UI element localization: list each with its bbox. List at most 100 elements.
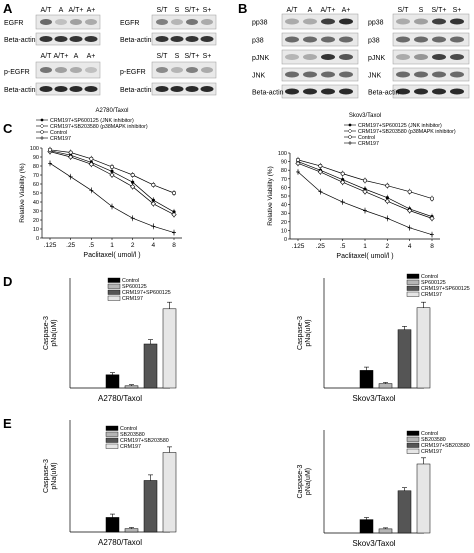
data-point [89, 188, 94, 193]
blot-band [303, 71, 317, 78]
legend-label: CRM197+SP600125 [421, 286, 470, 292]
y-axis-label: Relative Viability (%) [19, 163, 26, 222]
blot-band [450, 36, 464, 43]
lane-label: S/T+ [185, 7, 200, 14]
y-tick-label: 90 [281, 160, 287, 166]
blot-band [414, 71, 428, 78]
legend-label: Control [358, 135, 375, 141]
blot-band [285, 88, 299, 95]
blot-membrane [392, 49, 470, 65]
data-point [109, 172, 115, 178]
bar [416, 463, 431, 534]
panel-letter-c: C [3, 121, 13, 136]
legend-label: Control [120, 426, 137, 432]
lane-label: A/T+ [54, 53, 69, 60]
blot-band [285, 36, 299, 43]
blot-band [70, 67, 82, 73]
blot-band [450, 88, 464, 95]
bar [105, 374, 120, 389]
blot-band [321, 71, 335, 78]
blot-band [171, 67, 183, 73]
legend-label: CRM197+SB203580 (p38MAPK inhibitor) [50, 124, 148, 130]
row-label: Beta-actin [252, 90, 284, 97]
blot-band [432, 88, 446, 95]
bar-chart-E-right: Skov3/Taxol Caspase-3 pNa(uM) ControlSB2035… [297, 430, 470, 548]
y-tick-label: 10 [281, 228, 287, 234]
legend-label: SP600125 [122, 284, 147, 290]
y-tick-label: 50 [33, 191, 39, 197]
blot-band [432, 36, 446, 43]
blot-band [321, 36, 335, 43]
bar [359, 370, 374, 389]
x-axis-label: Paclitaxel( umol/l ) [83, 252, 140, 259]
bar [416, 307, 431, 389]
blot-band [54, 86, 68, 92]
x-tick-label: 2 [131, 242, 135, 249]
panel-letter-d: D [3, 274, 12, 289]
blot-membrane [392, 67, 470, 82]
data-point [340, 171, 345, 176]
blot-band [321, 88, 335, 95]
lane-label: S [419, 7, 424, 14]
legend: CRM197+SP600125 (JNK inhibitor)CRM197+SB… [36, 118, 148, 142]
legend-swatch [406, 442, 420, 448]
row-label: JNK [368, 73, 382, 80]
blot-band [200, 86, 214, 92]
bar [124, 385, 139, 389]
data-point [68, 174, 73, 179]
lane-label: S+ [203, 7, 212, 14]
blot-band [414, 36, 428, 43]
legend-swatch [406, 448, 420, 454]
blot-band [39, 86, 53, 92]
y-tick-label: 100 [278, 151, 287, 157]
legend-swatch [406, 430, 420, 436]
legend-marker [40, 118, 44, 122]
blot-band [414, 88, 428, 95]
x-tick-label: 4 [408, 243, 412, 250]
legend-label: CRM197+SB203580 (p38MAPK inhibitor) [358, 129, 456, 135]
y-tick-label: 0 [36, 236, 39, 242]
data-point [68, 150, 73, 155]
data-point [130, 173, 135, 178]
row-label-beta-actin: Beta-actin [120, 37, 152, 44]
blot-band [432, 18, 446, 25]
data-point [318, 163, 323, 168]
legend-marker [40, 130, 44, 134]
data-point [89, 156, 94, 161]
legend: CRM197+SP600125 (JNK inhibitor)CRM197+SB… [344, 123, 456, 147]
bar [359, 519, 374, 534]
row-label: Beta-actin [368, 90, 400, 97]
y-tick-label: 80 [281, 168, 287, 174]
blot-band [432, 54, 446, 60]
data-point [88, 161, 94, 167]
data-point [151, 198, 155, 202]
blot-band [39, 36, 53, 42]
blot-band [201, 67, 213, 73]
row-label-p-egfr: p-EGFR [4, 69, 30, 76]
legend-marker [348, 141, 352, 145]
blot-band [285, 54, 299, 60]
blot-band [55, 67, 67, 73]
blot-membrane [281, 84, 359, 99]
blot-band [414, 54, 428, 60]
x-tick-label: .125 [44, 242, 57, 249]
blot-band [40, 19, 52, 25]
x-tick-label: .5 [340, 243, 346, 250]
row-label-beta-actin: Beta-actin [4, 87, 36, 94]
data-point [130, 184, 136, 190]
blot-band [185, 86, 199, 92]
x-tick-label: 4 [152, 242, 156, 249]
blot-band [303, 18, 317, 25]
blot-band [201, 19, 213, 25]
row-label: pJNK [368, 55, 385, 62]
blot-membrane [392, 84, 470, 99]
legend-label: CRM197 [122, 296, 143, 302]
data-point [429, 196, 434, 201]
legend-marker [348, 135, 352, 139]
panel-b-right: S/T S S/T+ S+ pp38 p38 pJNK JNK Beta-actin [368, 7, 470, 99]
data-point [295, 160, 301, 166]
